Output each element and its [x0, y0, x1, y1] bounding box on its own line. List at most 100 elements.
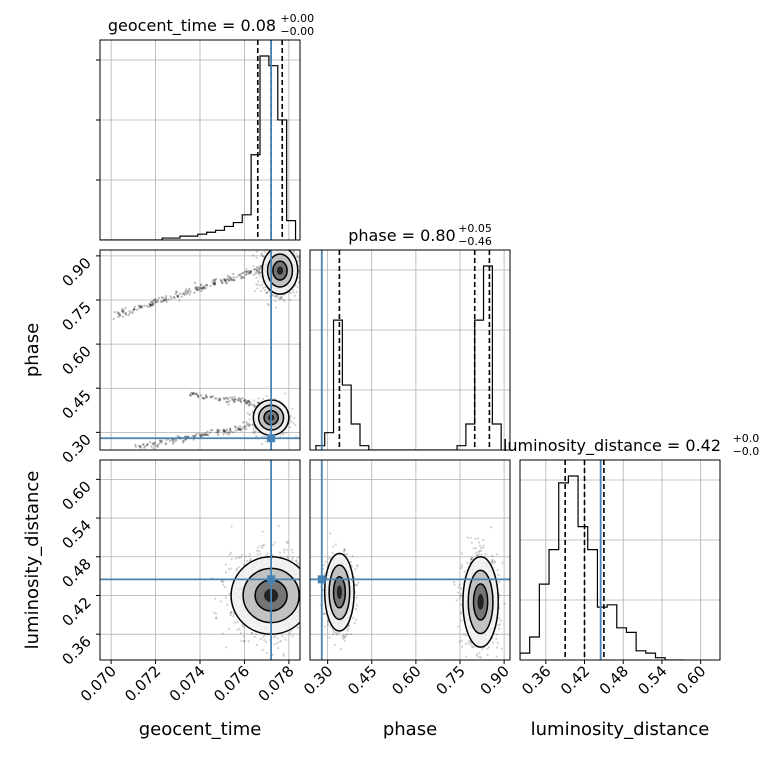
- sample-point: [467, 640, 471, 643]
- sample-point: [228, 276, 232, 279]
- sample-point: [267, 303, 270, 307]
- sample-point: [265, 554, 268, 557]
- sample-point: [204, 283, 207, 286]
- sample-point: [135, 308, 139, 312]
- sample-point: [134, 445, 138, 448]
- sample-point: [124, 306, 127, 309]
- sample-point: [285, 555, 289, 558]
- sample-point: [189, 393, 192, 396]
- sample-point: [486, 647, 489, 651]
- sample-point: [133, 305, 136, 309]
- sample-point: [128, 309, 131, 313]
- sample-point: [213, 283, 216, 286]
- sample-point: [170, 297, 173, 300]
- sample-point: [202, 286, 205, 289]
- sample-point: [466, 536, 469, 539]
- sample-point: [460, 552, 464, 555]
- sample-point: [232, 276, 235, 279]
- sample-point: [239, 427, 242, 431]
- sample-point: [295, 559, 298, 562]
- sample-point: [152, 441, 155, 444]
- sample-point: [463, 570, 466, 573]
- sample-point: [116, 312, 120, 315]
- sample-point: [470, 557, 473, 560]
- sample-point: [137, 304, 140, 307]
- sample-point: [262, 544, 265, 547]
- sample-point: [230, 525, 233, 528]
- sample-point: [286, 541, 289, 545]
- sample-point: [243, 425, 246, 428]
- sample-point: [304, 627, 306, 629]
- sample-point: [303, 619, 305, 621]
- sample-point: [223, 429, 226, 433]
- title-plus-geocent_time: +0.00: [280, 12, 314, 25]
- sample-point: [269, 241, 271, 243]
- sample-point: [140, 306, 143, 309]
- sample-point: [342, 637, 345, 641]
- sample-point: [139, 446, 142, 449]
- sample-point: [248, 271, 251, 274]
- sample-point: [257, 280, 260, 283]
- sample-point: [491, 558, 494, 562]
- sample-point: [473, 664, 475, 666]
- sample-point: [474, 546, 477, 550]
- sample-point: [151, 302, 154, 305]
- sample-point: [151, 303, 154, 307]
- sample-point: [263, 434, 266, 438]
- sample-point: [478, 651, 481, 655]
- sample-point: [238, 428, 241, 431]
- sample-point: [175, 291, 178, 294]
- sample-point: [244, 555, 247, 558]
- sample-point: [281, 634, 284, 638]
- sample-point: [285, 242, 287, 244]
- sample-point: [165, 438, 168, 442]
- sample-point: [225, 401, 228, 404]
- sample-point: [249, 271, 252, 274]
- sample-point: [278, 297, 282, 300]
- sample-point: [242, 271, 245, 274]
- sample-point: [254, 405, 257, 408]
- sample-point: [254, 430, 257, 433]
- sample-point: [253, 268, 256, 271]
- sample-point: [475, 551, 478, 554]
- sample-point: [478, 544, 482, 547]
- sample-point: [286, 557, 290, 560]
- title-geocent_time: geocent_time = 0.08 +0.00−0.00: [108, 12, 314, 38]
- sample-point: [236, 621, 239, 624]
- sample-point: [484, 553, 487, 556]
- sample-point: [205, 396, 208, 399]
- title-label-geocent_time: geocent_time = 0.08: [108, 16, 276, 36]
- sample-point: [116, 311, 119, 314]
- sample-point: [251, 410, 254, 413]
- sample-point: [216, 431, 220, 434]
- sample-point: [356, 565, 359, 568]
- sample-point: [242, 625, 245, 629]
- sample-point: [250, 632, 254, 635]
- sample-point: [150, 300, 153, 303]
- sample-point: [277, 241, 279, 243]
- sample-point: [328, 636, 331, 639]
- sample-point: [241, 276, 244, 279]
- sample-point: [171, 440, 174, 443]
- sample-point: [235, 569, 238, 572]
- sample-point: [344, 635, 347, 638]
- title-plus-luminosity_distance: +0.03: [733, 432, 760, 445]
- sample-point: [113, 311, 116, 314]
- sample-point: [238, 274, 241, 277]
- sample-point: [228, 431, 231, 434]
- sample-point: [181, 292, 185, 295]
- sample-point: [259, 552, 262, 555]
- sample-point: [224, 596, 227, 599]
- sample-point: [255, 256, 258, 259]
- sample-point: [220, 281, 224, 285]
- sample-point: [196, 288, 199, 291]
- sample-point: [318, 610, 320, 612]
- sample-point: [244, 399, 247, 402]
- sample-point: [293, 416, 296, 420]
- title-phase: phase = 0.80 +0.05−0.46: [348, 222, 492, 248]
- sample-point: [238, 627, 241, 630]
- sample-point: [346, 633, 349, 636]
- sample-point: [460, 595, 463, 598]
- sample-point: [248, 423, 252, 427]
- sample-point: [315, 587, 317, 589]
